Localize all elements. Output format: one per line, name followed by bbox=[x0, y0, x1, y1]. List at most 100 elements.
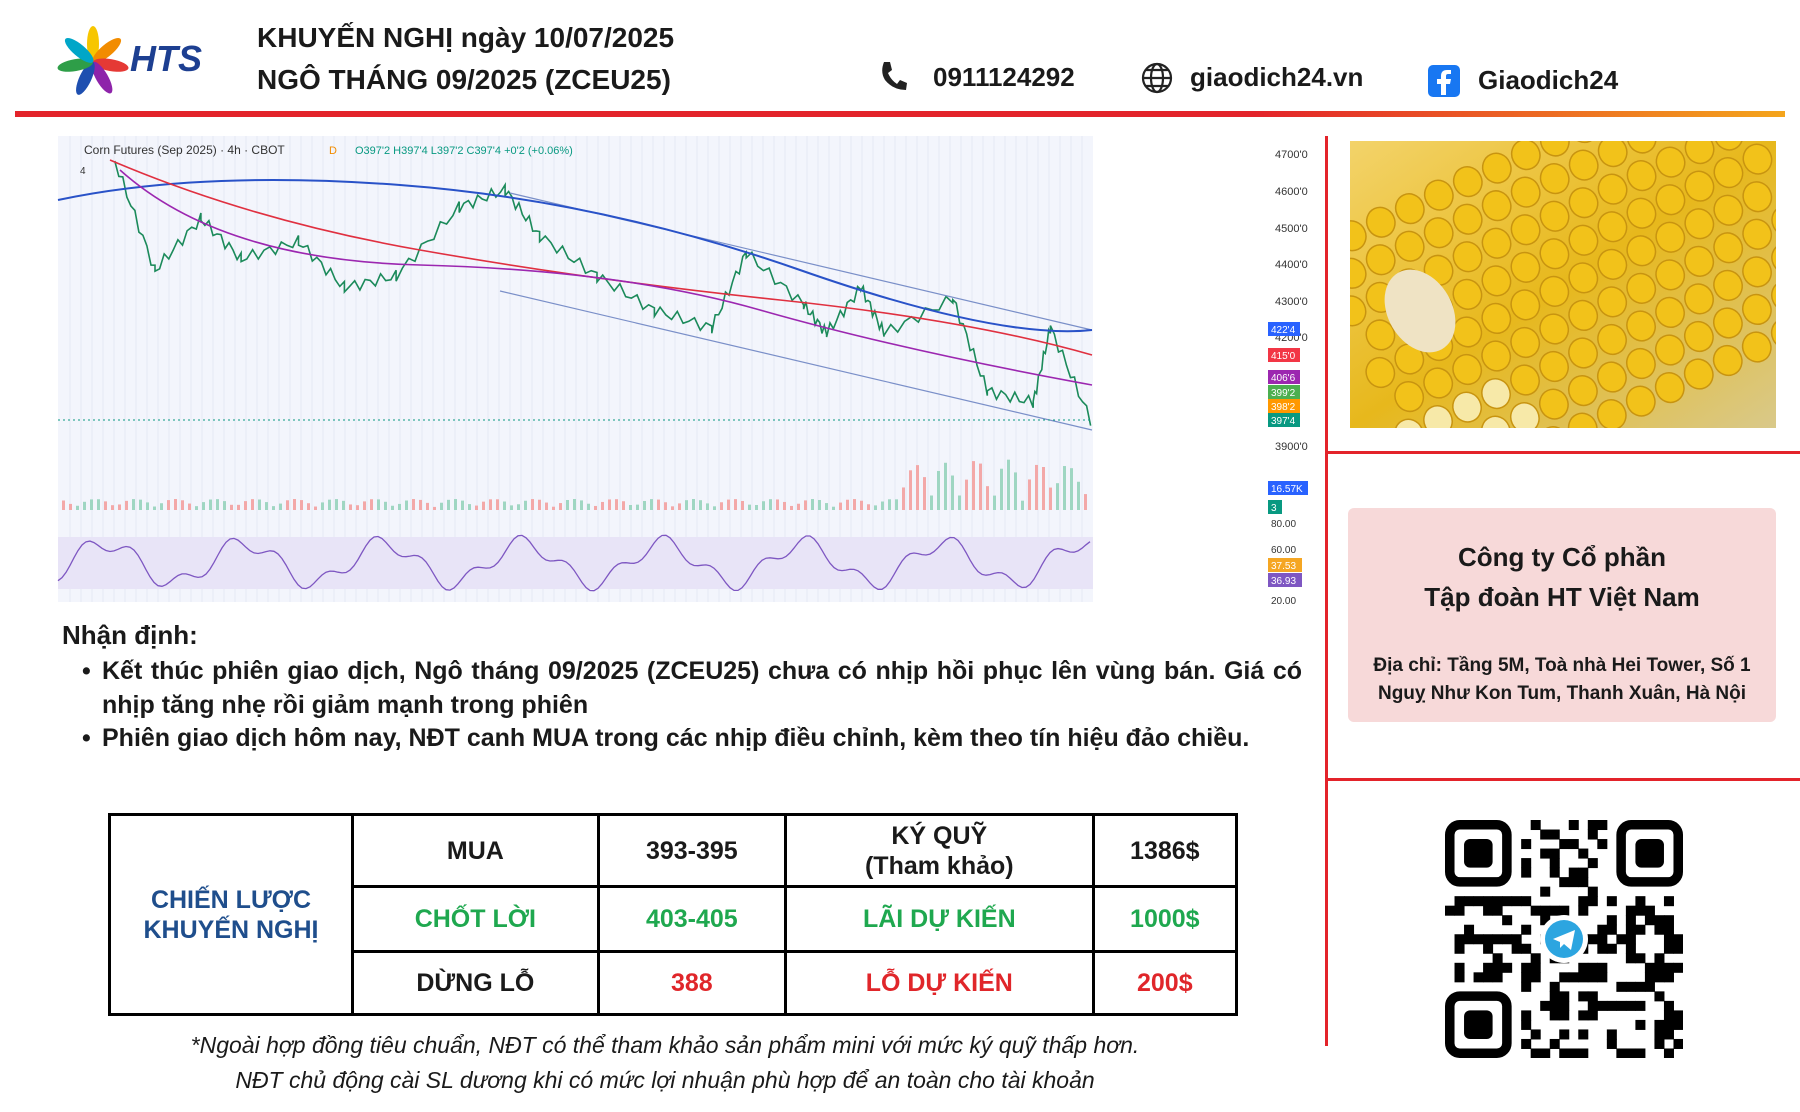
volume-bar bbox=[216, 499, 219, 510]
qr-module bbox=[1483, 962, 1494, 973]
qr-module bbox=[1578, 905, 1589, 916]
company-address: Địa chỉ: Tầng 5M, Toà nhà Hei Tower, Số … bbox=[1373, 655, 1751, 704]
volume-bar bbox=[125, 500, 128, 510]
volume-bar bbox=[923, 477, 926, 510]
volume-bar bbox=[272, 506, 275, 510]
volume-bar bbox=[384, 501, 387, 510]
qr-module bbox=[1663, 1010, 1674, 1021]
kernel bbox=[1597, 173, 1628, 205]
qr-finder bbox=[1445, 820, 1512, 887]
kernel bbox=[1394, 343, 1425, 375]
volume-bar bbox=[650, 499, 653, 510]
qr-module bbox=[1464, 934, 1475, 945]
cell: 403-405 bbox=[596, 885, 787, 953]
qr-module bbox=[1635, 1000, 1646, 1011]
volume-bar bbox=[909, 470, 912, 510]
volume-bar bbox=[314, 506, 317, 510]
volume-bar bbox=[587, 503, 590, 510]
qr-module bbox=[1578, 867, 1589, 878]
kernel bbox=[1654, 372, 1685, 404]
qr-module bbox=[1644, 915, 1655, 926]
qr-module bbox=[1454, 905, 1465, 916]
volume-tag bbox=[1268, 481, 1308, 495]
qr-module bbox=[1549, 981, 1560, 992]
kernel bbox=[1481, 152, 1512, 184]
qr-module bbox=[1559, 839, 1570, 850]
volume-bar bbox=[391, 505, 394, 510]
volume-bar bbox=[146, 502, 149, 510]
qr-finder bbox=[1635, 839, 1664, 868]
kernel bbox=[1350, 257, 1367, 289]
qr-module bbox=[1616, 1000, 1627, 1011]
kernel bbox=[1713, 194, 1744, 226]
footnote: NĐT chủ động cài SL dương khi có mức lợi… bbox=[235, 1067, 1095, 1093]
qr-module bbox=[1644, 981, 1655, 992]
cell: LỖ DỰ KIẾN bbox=[783, 950, 1095, 1016]
qr-module bbox=[1606, 1029, 1617, 1040]
price-tag-text: 422'4 bbox=[1271, 325, 1296, 336]
qr-module bbox=[1606, 915, 1617, 926]
qr-module bbox=[1521, 924, 1532, 935]
qr-module bbox=[1654, 1038, 1665, 1049]
qr-module bbox=[1625, 915, 1636, 926]
qr-module bbox=[1578, 991, 1589, 1002]
cell: 1000$ bbox=[1091, 885, 1239, 953]
qr-module bbox=[1578, 1048, 1589, 1058]
price-tag bbox=[1268, 385, 1300, 399]
volume-bar bbox=[370, 499, 373, 510]
bullet-text: Phiên giao dịch hôm nay, NĐT canh MUA tr… bbox=[102, 724, 1250, 752]
kernel bbox=[1770, 317, 1776, 350]
facebook: Giaodich24 bbox=[1478, 65, 1619, 95]
volume-bar bbox=[818, 499, 821, 510]
logo-icon bbox=[57, 26, 129, 95]
qr-module bbox=[1663, 1029, 1674, 1040]
price-axis-label: 4600'0 bbox=[1275, 186, 1308, 198]
qr-module bbox=[1587, 1000, 1598, 1011]
rsi-axis-label: 80.00 bbox=[1271, 519, 1296, 530]
volume-bar bbox=[608, 499, 611, 510]
kernel bbox=[1510, 141, 1541, 171]
price-tag bbox=[1268, 370, 1300, 384]
price-axis-label: 4500'0 bbox=[1275, 223, 1308, 235]
kernel bbox=[1452, 203, 1483, 235]
ohlc: O397'2 H397'4 L397'2 C397'4 +0'2 (+0.06%… bbox=[355, 145, 573, 157]
rsi-tag bbox=[1268, 558, 1302, 572]
qr-module bbox=[1530, 1029, 1541, 1040]
volume-bar bbox=[1063, 466, 1066, 510]
kernel bbox=[1394, 418, 1424, 428]
qr-module bbox=[1549, 1010, 1560, 1021]
kernel bbox=[1597, 211, 1628, 243]
volume-tag-text: 3 bbox=[1271, 503, 1277, 514]
qr-module bbox=[1549, 867, 1560, 878]
qr-module bbox=[1530, 953, 1541, 964]
volume-bar bbox=[685, 500, 688, 510]
qr-module bbox=[1521, 1019, 1532, 1030]
kernel bbox=[1510, 214, 1541, 246]
volume-bar bbox=[629, 505, 632, 510]
volume-bar bbox=[90, 499, 93, 510]
volume-bar bbox=[398, 503, 401, 510]
volume-bar bbox=[412, 499, 415, 510]
kernel bbox=[1568, 337, 1598, 369]
kernel bbox=[1771, 242, 1776, 274]
volume-bar bbox=[538, 499, 541, 510]
qr-finder bbox=[1464, 1010, 1493, 1039]
qr-module bbox=[1454, 962, 1465, 973]
facebook-icon bbox=[1428, 65, 1460, 97]
kernel bbox=[1423, 367, 1454, 399]
qr-module bbox=[1530, 820, 1541, 831]
volume-bar bbox=[580, 500, 583, 510]
kernel bbox=[1655, 259, 1686, 291]
qr-module bbox=[1654, 972, 1665, 983]
kernel bbox=[1452, 166, 1483, 198]
volume-bar bbox=[531, 499, 534, 510]
qr-module bbox=[1454, 896, 1465, 907]
qr-module bbox=[1530, 1048, 1541, 1058]
qr-module bbox=[1521, 896, 1532, 907]
qr-module bbox=[1587, 896, 1598, 907]
volume-bar bbox=[118, 504, 121, 510]
qr-module bbox=[1549, 848, 1560, 859]
qr-module bbox=[1635, 1019, 1646, 1030]
cell: DỪNG LỖ bbox=[351, 950, 600, 1016]
kernel bbox=[1568, 224, 1599, 256]
